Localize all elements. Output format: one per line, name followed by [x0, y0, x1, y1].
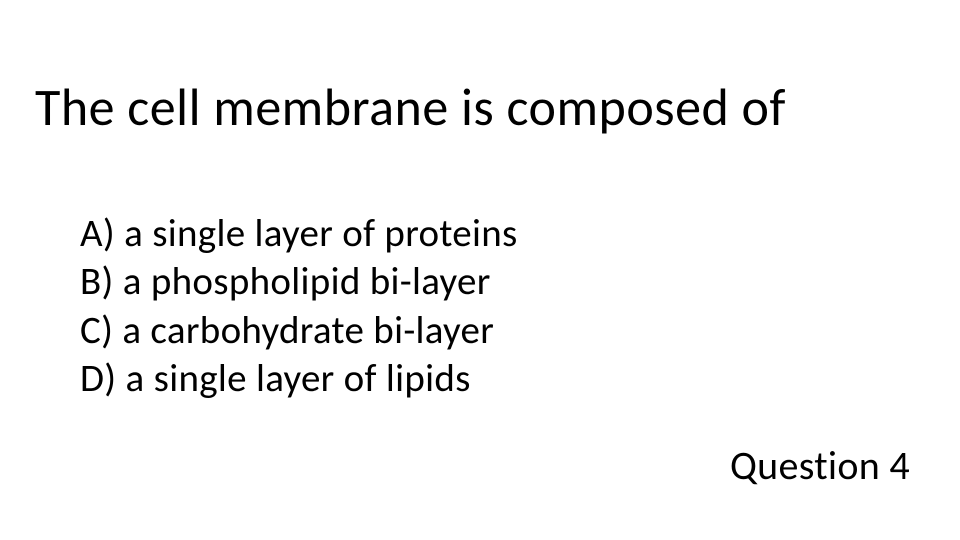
option-c: C) a carbohydrate bi-layer [80, 307, 518, 355]
option-a: A) a single layer of proteins [80, 210, 518, 258]
option-b: B) a phospholipid bi-layer [80, 258, 518, 306]
question-title: The cell membrane is composed of [35, 75, 786, 139]
option-d: D) a single layer of lipids [80, 355, 518, 403]
question-number-label: Question 4 [730, 441, 910, 490]
options-list: A) a single layer of proteins B) a phosp… [80, 210, 518, 403]
